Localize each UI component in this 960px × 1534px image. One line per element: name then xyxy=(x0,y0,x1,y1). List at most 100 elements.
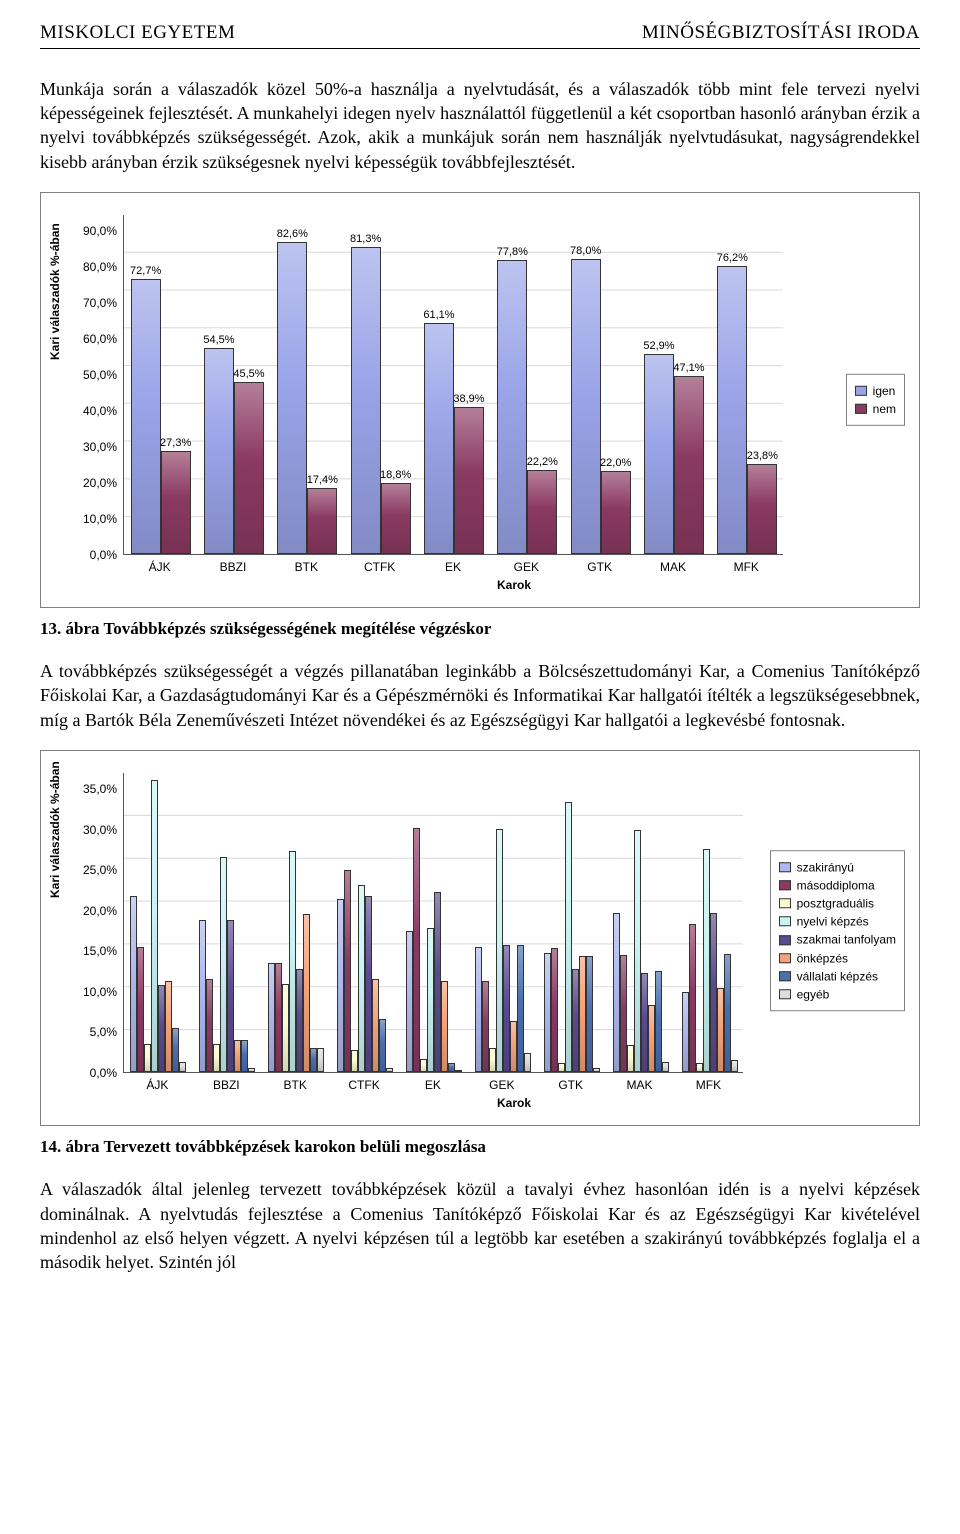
bar: 23,8% xyxy=(747,464,777,554)
chart-13-ylabel: Kari válaszadók %-ában xyxy=(47,223,63,360)
bar xyxy=(475,947,482,1072)
legend-item: vállalati képzés xyxy=(779,968,896,984)
bar-value-label: 76,2% xyxy=(717,251,748,266)
bar xyxy=(496,829,503,1072)
bar xyxy=(296,969,303,1072)
bar: 77,8% xyxy=(497,260,527,554)
chart-13-xlabel: Karok xyxy=(123,577,905,593)
ytick: 5,0% xyxy=(75,1024,117,1040)
bar xyxy=(517,945,524,1072)
chart-14-xlabel: Karok xyxy=(123,1095,905,1111)
bar-group xyxy=(606,830,675,1072)
bar-value-label: 72,7% xyxy=(130,264,161,279)
bar-value-label: 17,4% xyxy=(307,473,338,488)
bar xyxy=(482,981,489,1072)
ytick: 0,0% xyxy=(75,1065,117,1081)
xtick: MFK xyxy=(674,1077,743,1093)
ytick: 80,0% xyxy=(75,259,117,275)
xtick: MAK xyxy=(605,1077,674,1093)
bar xyxy=(344,870,351,1072)
legend-label: igen xyxy=(873,383,896,399)
legend-swatch xyxy=(855,386,867,396)
bar xyxy=(351,1050,358,1072)
bar xyxy=(510,1021,517,1072)
legend-item: másoddiploma xyxy=(779,877,896,893)
legend-item: önképzés xyxy=(779,950,896,966)
bar-group: 77,8%22,2% xyxy=(491,260,564,554)
bar xyxy=(289,851,296,1072)
ytick: 40,0% xyxy=(75,403,117,419)
bar xyxy=(593,1068,600,1072)
bar xyxy=(213,1044,220,1072)
bar xyxy=(434,892,441,1072)
legend-label: nyelvi képzés xyxy=(797,914,869,930)
bar: 54,5% xyxy=(204,348,234,554)
legend-label: szakmai tanfolyam xyxy=(797,932,896,948)
bar-group: 72,7%27,3% xyxy=(124,279,197,554)
legend-swatch xyxy=(779,953,791,963)
ytick: 30,0% xyxy=(75,439,117,455)
ytick: 60,0% xyxy=(75,331,117,347)
bar xyxy=(379,1019,386,1072)
bar: 76,2% xyxy=(717,266,747,554)
bar xyxy=(317,1048,324,1072)
bar-group: 61,1%38,9% xyxy=(417,323,490,554)
ytick: 0,0% xyxy=(75,547,117,563)
bar-value-label: 22,0% xyxy=(600,456,631,471)
legend-swatch xyxy=(779,989,791,999)
bar: 38,9% xyxy=(454,407,484,554)
chart-13-legend: igen nem xyxy=(846,374,905,426)
bar xyxy=(641,973,648,1072)
bar xyxy=(489,1048,496,1072)
bar xyxy=(620,955,627,1072)
ytick: 10,0% xyxy=(75,511,117,527)
paragraph-3: A válaszadók által jelenleg tervezett to… xyxy=(40,1177,920,1274)
bar-group xyxy=(400,828,469,1072)
chart-14-yaxis: 0,0%5,0%10,0%15,0%20,0%25,0%30,0%35,0% xyxy=(75,773,123,1073)
bar xyxy=(282,984,289,1072)
bar-group xyxy=(675,849,744,1072)
ytick: 10,0% xyxy=(75,984,117,1000)
caption-14: 14. ábra Tervezett továbbképzések karoko… xyxy=(40,1136,920,1159)
legend-label: másoddiploma xyxy=(797,877,875,893)
bar: 17,4% xyxy=(307,488,337,554)
bar-group xyxy=(124,780,193,1072)
bar xyxy=(689,924,696,1072)
bar xyxy=(372,979,379,1072)
xtick: GEK xyxy=(467,1077,536,1093)
bar xyxy=(579,956,586,1072)
bar-value-label: 38,9% xyxy=(453,392,484,407)
bar xyxy=(206,979,213,1072)
bar xyxy=(365,896,372,1072)
bar-value-label: 52,9% xyxy=(643,339,674,354)
legend-item: igen xyxy=(855,383,896,399)
chart-13-plot: 72,7%27,3%54,5%45,5%82,6%17,4%81,3%18,8%… xyxy=(123,215,783,555)
legend-swatch xyxy=(855,404,867,414)
chart-14-xaxis: ÁJKBBZIBTKCTFKEKGEKGTKMAKMFK xyxy=(123,1077,743,1093)
bar: 52,9% xyxy=(644,354,674,554)
bar: 78,0% xyxy=(571,259,601,554)
bar xyxy=(724,954,731,1072)
bar-group: 78,0%22,0% xyxy=(564,259,637,554)
legend-label: önképzés xyxy=(797,950,848,966)
xtick: EK xyxy=(416,559,489,575)
bar xyxy=(731,1060,738,1072)
bar-group: 52,9%47,1% xyxy=(637,354,710,554)
bar xyxy=(413,828,420,1072)
ytick: 25,0% xyxy=(75,862,117,878)
bar xyxy=(662,1062,669,1072)
bar xyxy=(337,899,344,1072)
bar xyxy=(137,947,144,1072)
bar-group xyxy=(331,870,400,1072)
xtick: CTFK xyxy=(330,1077,399,1093)
bar xyxy=(227,920,234,1072)
page-header: MISKOLCI EGYETEM MINŐSÉGBIZTOSÍTÁSI IROD… xyxy=(40,20,920,49)
bar xyxy=(558,1063,565,1072)
bar xyxy=(406,931,413,1072)
bar-value-label: 61,1% xyxy=(423,308,454,323)
bar-group xyxy=(537,802,606,1072)
xtick: BTK xyxy=(261,1077,330,1093)
legend-swatch xyxy=(779,880,791,890)
bar xyxy=(241,1040,248,1072)
legend-item: nem xyxy=(855,401,896,417)
